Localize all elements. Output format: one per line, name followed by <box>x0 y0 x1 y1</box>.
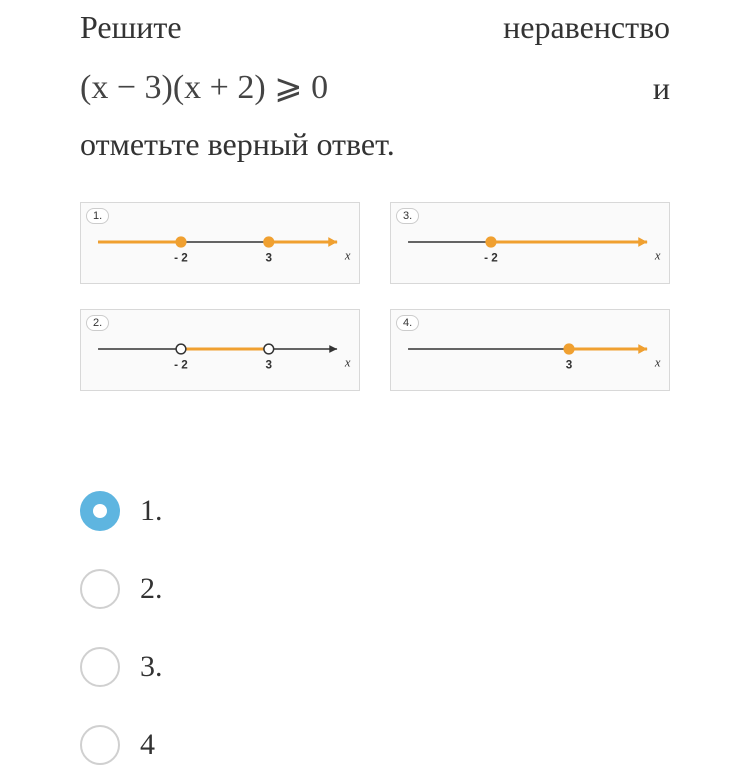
svg-text:x: x <box>654 355 661 369</box>
svg-text:- 2: - 2 <box>484 251 498 264</box>
diagram-number-badge: 2. <box>86 315 109 331</box>
number-line-svg: - 2 3 x <box>81 203 359 283</box>
answer-option[interactable]: 2. <box>80 569 670 609</box>
radio-button[interactable] <box>80 491 120 531</box>
svg-text:x: x <box>654 248 661 262</box>
option-label: 4 <box>140 728 155 762</box>
option-label: 3. <box>140 650 163 684</box>
question-word-1: Решите <box>80 9 182 45</box>
svg-text:- 2: - 2 <box>174 358 188 371</box>
svg-text:3: 3 <box>566 358 573 371</box>
svg-text:x: x <box>344 355 351 369</box>
number-line-diagram: 2. - 2 3 x <box>80 309 360 391</box>
svg-text:x: x <box>344 248 351 262</box>
svg-text:3: 3 <box>266 358 273 371</box>
question-connector: и <box>653 61 670 115</box>
answer-option[interactable]: 3. <box>80 647 670 687</box>
option-label: 1. <box>140 494 163 528</box>
radio-button[interactable] <box>80 725 120 765</box>
radio-button[interactable] <box>80 647 120 687</box>
number-line-svg: - 2 x <box>391 203 669 283</box>
number-line-svg: 3x <box>391 310 669 390</box>
answer-options: 1. 2. 3. 4 <box>80 491 670 765</box>
diagram-number-badge: 1. <box>86 208 109 224</box>
diagram-number-badge: 3. <box>396 208 419 224</box>
question-instruction: отметьте верный ответ. <box>80 117 670 171</box>
option-label: 2. <box>140 572 163 606</box>
number-line-svg: - 2 3 x <box>81 310 359 390</box>
answer-option[interactable]: 1. <box>80 491 670 531</box>
diagram-number-badge: 4. <box>396 315 419 331</box>
radio-button[interactable] <box>80 569 120 609</box>
number-line-diagram: 1. - 2 3 x <box>80 202 360 284</box>
diagram-grid: 1.- 23x3.- 2x2.- 23x4.3x <box>80 202 670 391</box>
number-line-diagram: 3. - 2 x <box>390 202 670 284</box>
question-word-2: неравенство <box>503 9 670 45</box>
answer-option[interactable]: 4 <box>80 725 670 765</box>
inequality-formula: (x − 3)(x + 2) ⩾ 0 <box>80 59 328 117</box>
number-line-diagram: 4.3x <box>390 309 670 391</box>
svg-text:3: 3 <box>266 251 273 264</box>
svg-text:- 2: - 2 <box>174 251 188 264</box>
